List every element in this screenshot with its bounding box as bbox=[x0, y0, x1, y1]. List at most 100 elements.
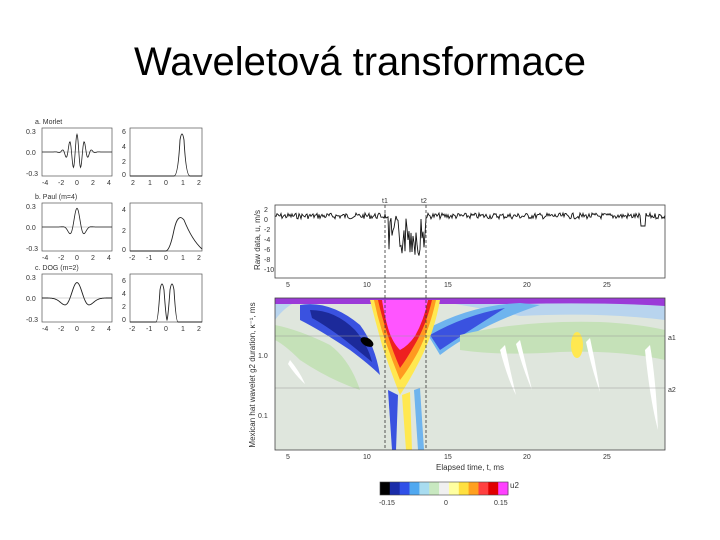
scalogram-right-wing-blue bbox=[425, 303, 540, 355]
colorbar-swatch bbox=[498, 482, 509, 495]
colorbar-frame bbox=[379, 481, 509, 496]
scalogram-white-streak-5 bbox=[288, 360, 305, 384]
raw-y-tick-6: -10 bbox=[264, 267, 274, 274]
colorbar-label: u2 bbox=[510, 481, 519, 490]
paul-spectrum-curve bbox=[130, 217, 203, 252]
scalogram-finger-2 bbox=[402, 392, 412, 450]
paul-x-tick-4: 4 bbox=[107, 255, 111, 262]
paul-y-tick-0: 0.3 bbox=[26, 204, 36, 211]
morlet-freq-y-0: 6 bbox=[122, 129, 126, 136]
colorbar-swatch bbox=[429, 482, 440, 495]
raw-x-tick-2: 15 bbox=[444, 282, 452, 289]
a2-label: a2 bbox=[668, 387, 676, 394]
raw-y-tick-1: 0 bbox=[264, 217, 268, 224]
colorbar-swatch bbox=[439, 482, 450, 495]
scalogram-y-tick-0: 1.0 bbox=[258, 353, 268, 360]
raw-x-tick-1: 10 bbox=[363, 282, 371, 289]
paul-freq-frame bbox=[129, 202, 203, 252]
scalogram-x-tick-2: 15 bbox=[444, 454, 452, 461]
colorbar-swatch bbox=[389, 482, 401, 495]
paul-freq-y-0: 4 bbox=[122, 207, 126, 214]
morlet-freq-x-3: 1 bbox=[181, 180, 185, 187]
scalogram-white-streak-3 bbox=[586, 338, 600, 392]
scalogram-top-band bbox=[275, 298, 665, 320]
colorbar-swatch bbox=[468, 482, 479, 495]
raw-x-tick-3: 20 bbox=[523, 282, 531, 289]
scalogram-frame bbox=[274, 297, 666, 451]
raw-y-tick-5: -8 bbox=[264, 257, 270, 264]
scalogram-panel: Mexican hat wavelet g2 duration, κ⁻¹, ms… bbox=[248, 297, 676, 472]
morlet-freq-x-2: 0 bbox=[164, 180, 168, 187]
paul-panel: b. Paul (m=4) 0.3 0.0 -0.3 -4 -2 0 2 4 4… bbox=[26, 194, 203, 262]
scalogram-white-streak-4 bbox=[645, 345, 658, 430]
scalogram-right-green bbox=[460, 321, 665, 360]
slide-title: Waveletová transformace bbox=[133, 40, 587, 84]
scalogram-finger-3 bbox=[414, 388, 424, 450]
dog-freq-x-0: -2 bbox=[129, 326, 135, 333]
dog-freq-x-4: 2 bbox=[197, 326, 201, 333]
morlet-wavelet-curve bbox=[42, 133, 112, 169]
scalogram-white-streak-2 bbox=[516, 340, 532, 390]
raw-y-tick-2: -2 bbox=[264, 227, 270, 234]
colorbar-swatch bbox=[478, 482, 489, 495]
paul-label: b. Paul (m=4) bbox=[35, 194, 77, 201]
paul-freq-x-4: 2 bbox=[197, 255, 201, 262]
scalogram-y-tick-1: 0.1 bbox=[258, 413, 268, 420]
dog-spectrum-curve bbox=[130, 283, 202, 323]
scalogram-x-tick-1: 10 bbox=[363, 454, 371, 461]
scalogram-right-wing-dark bbox=[430, 308, 505, 350]
paul-freq-y-1: 2 bbox=[122, 228, 126, 235]
t2-marker-label: t2 bbox=[421, 198, 427, 205]
raw-data-frame bbox=[274, 204, 666, 279]
paul-y-tick-2: -0.3 bbox=[26, 246, 38, 253]
scalogram-y-label: Mexican hat wavelet g2 duration, κ⁻¹, ms bbox=[248, 302, 257, 447]
dog-freq-x-1: -1 bbox=[146, 326, 152, 333]
dog-x-tick-1: -2 bbox=[58, 326, 64, 333]
dog-freq-y-0: 6 bbox=[122, 278, 126, 285]
dog-freq-y-1: 4 bbox=[122, 291, 126, 298]
paul-x-tick-2: 0 bbox=[75, 255, 79, 262]
paul-x-tick-1: -2 bbox=[58, 255, 64, 262]
morlet-x-tick-4: 4 bbox=[107, 180, 111, 187]
dog-freq-x-2: 0 bbox=[164, 326, 168, 333]
morlet-freq-frame bbox=[129, 127, 203, 177]
colorbar-swatch bbox=[419, 482, 430, 495]
morlet-y-tick-1: 0.0 bbox=[26, 150, 36, 157]
dog-x-tick-3: 2 bbox=[91, 326, 95, 333]
scalogram-left-green bbox=[275, 325, 360, 390]
a1-label: a1 bbox=[668, 335, 676, 342]
colorbar-swatch bbox=[399, 482, 410, 495]
scalogram-white-streak-1 bbox=[500, 345, 516, 395]
dog-x-tick-0: -4 bbox=[42, 326, 48, 333]
dog-x-tick-4: 4 bbox=[107, 326, 111, 333]
paul-x-tick-0: -4 bbox=[42, 255, 48, 262]
morlet-freq-x-0: 2 bbox=[131, 180, 135, 187]
paul-y-tick-1: 0.0 bbox=[26, 225, 36, 232]
raw-x-tick-0: 5 bbox=[286, 282, 290, 289]
scalogram-finger-1 bbox=[388, 390, 398, 450]
colorbar-swatch bbox=[380, 482, 391, 495]
dog-freq-x-3: 1 bbox=[181, 326, 185, 333]
dog-x-tick-2: 0 bbox=[75, 326, 79, 333]
raw-y-tick-3: -4 bbox=[264, 237, 270, 244]
scalogram-x-label: Elapsed time, t, ms bbox=[436, 463, 504, 472]
dog-freq-y-3: 0 bbox=[122, 317, 126, 324]
morlet-freq-y-3: 0 bbox=[122, 172, 126, 179]
raw-data-panel: Raw data, u, m/s 2 0 -2 -4 -6 -8 -10 5 1… bbox=[253, 198, 666, 289]
dog-y-tick-1: 0.0 bbox=[26, 296, 36, 303]
paul-wavelet-curve bbox=[42, 207, 112, 235]
colorbar-swatch bbox=[448, 482, 460, 495]
scalogram-hot-magenta bbox=[382, 300, 428, 350]
colorbar-swatch bbox=[488, 482, 499, 495]
scalogram-x-tick-4: 25 bbox=[603, 454, 611, 461]
morlet-freq-y-2: 2 bbox=[122, 159, 126, 166]
paul-freq-x-0: -2 bbox=[129, 255, 135, 262]
morlet-freq-y-1: 4 bbox=[122, 144, 126, 151]
colorbar-tick-0: -0.15 bbox=[379, 500, 395, 507]
paul-x-tick-3: 2 bbox=[91, 255, 95, 262]
morlet-freq-x-4: 2 bbox=[197, 180, 201, 187]
morlet-y-tick-0: 0.3 bbox=[26, 129, 36, 136]
paul-freq-x-1: -1 bbox=[146, 255, 152, 262]
dog-freq-frame bbox=[129, 273, 203, 323]
